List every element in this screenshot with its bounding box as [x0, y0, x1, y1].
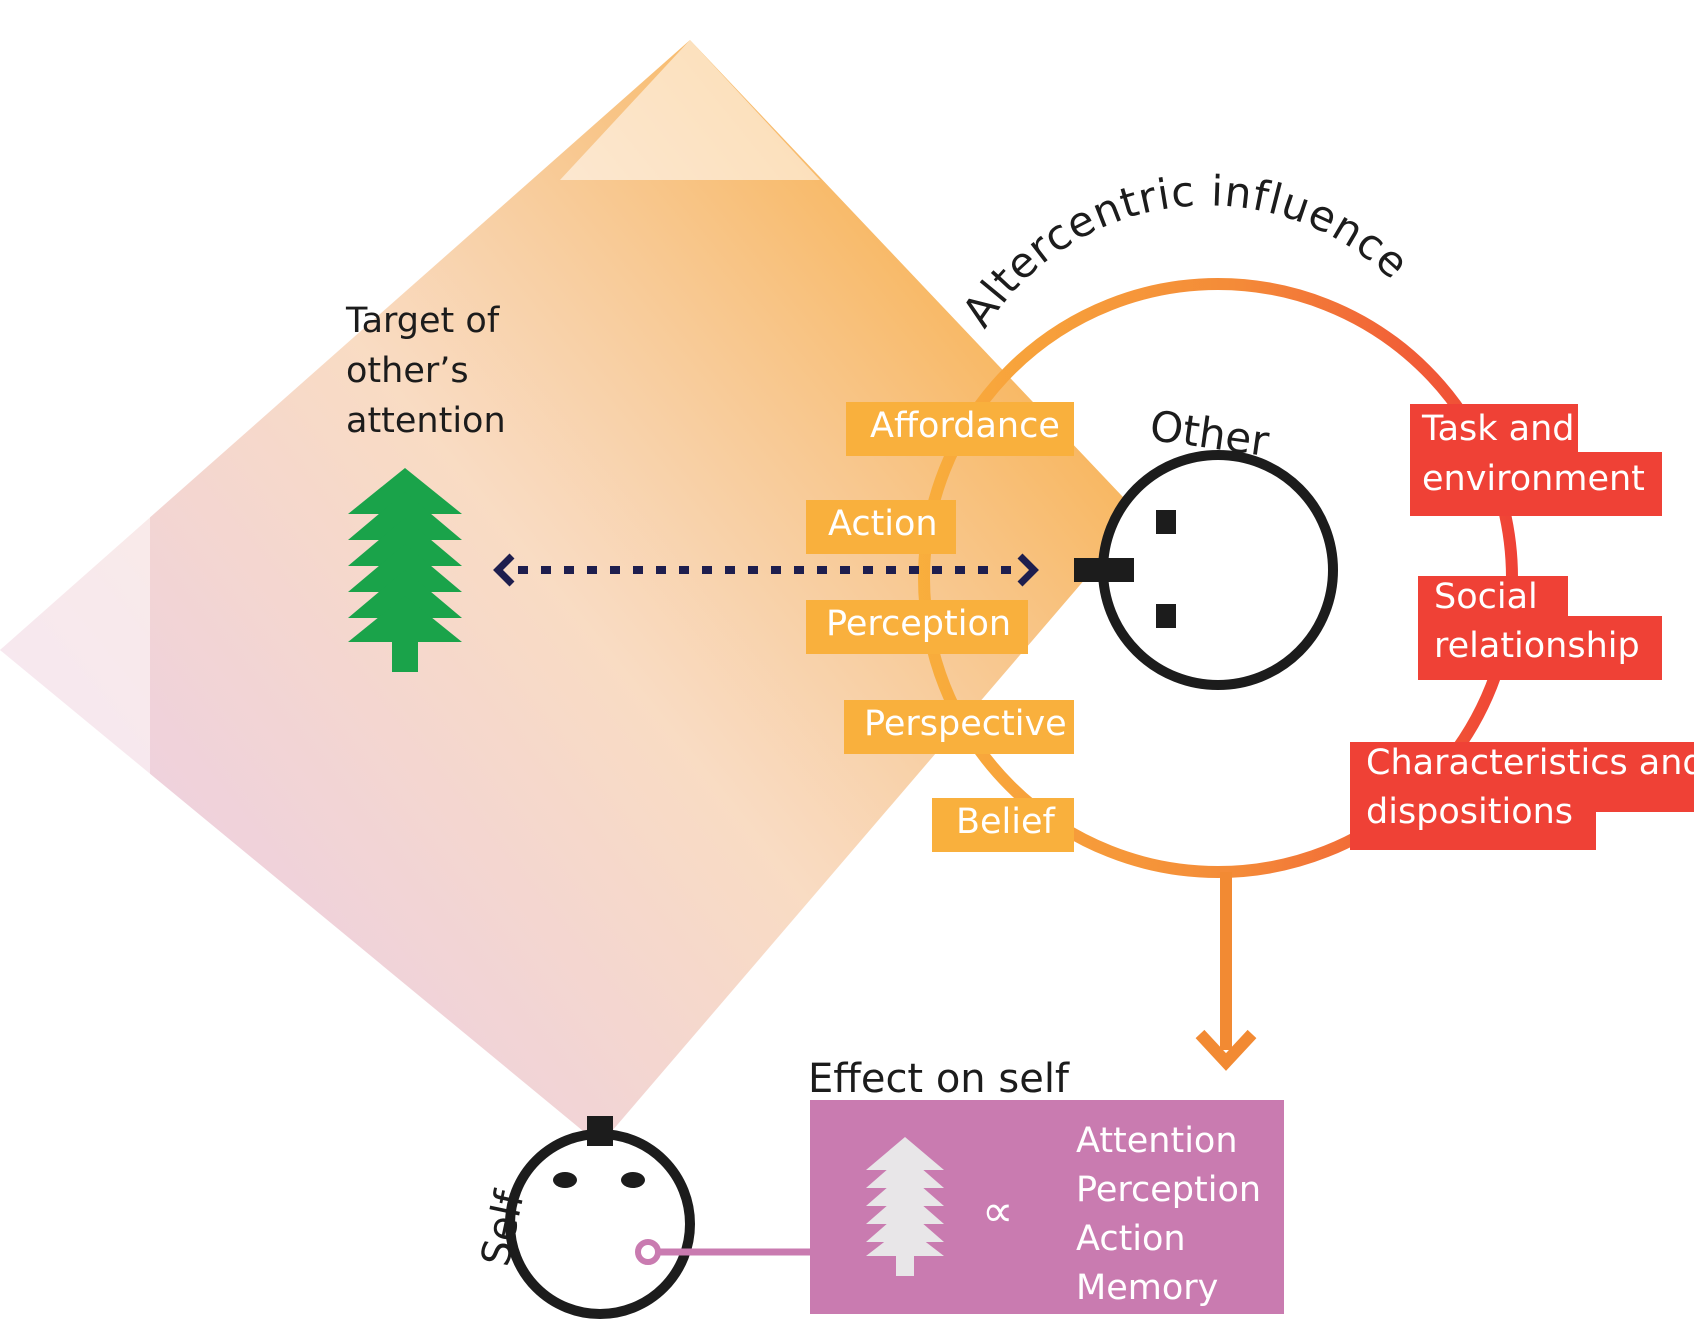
tag-social-line1: Social	[1434, 577, 1538, 617]
tag-task-environment: Task and environment	[1410, 404, 1662, 516]
tag-social-relationship: Social relationship	[1418, 576, 1662, 680]
beam-fade-left	[0, 500, 150, 800]
tag-characteristics-line1: Characteristics and	[1366, 743, 1705, 783]
pale-tree-icon	[866, 1137, 944, 1276]
self-connector-dot	[635, 1239, 661, 1265]
tag-task-line1: Task and	[1421, 409, 1575, 449]
other-head: Other	[1074, 401, 1338, 690]
effect-item-perception: Perception	[1076, 1170, 1261, 1210]
self-nose	[587, 1116, 613, 1146]
effect-item-action: Action	[1076, 1219, 1186, 1259]
other-nose	[1074, 558, 1134, 582]
effect-item-attention: Attention	[1076, 1121, 1238, 1161]
tag-characteristics: Characteristics and dispositions	[1350, 742, 1705, 850]
effect-item-memory: Memory	[1076, 1268, 1218, 1308]
other-eye-top	[1156, 510, 1176, 534]
tag-affordance-label: Affordance	[870, 406, 1060, 446]
tag-affordance: Affordance	[846, 402, 1074, 456]
tag-perspective-label: Perspective	[864, 704, 1067, 744]
tag-perception: Perception	[806, 600, 1028, 654]
proportional-icon: ∝	[982, 1186, 1013, 1237]
self-eye-right	[621, 1172, 645, 1188]
beam-fade-top	[560, 40, 820, 180]
target-label: Target of other’s attention	[345, 301, 506, 441]
tag-belief: Belief	[932, 798, 1074, 852]
tree-icon	[348, 468, 462, 672]
other-eye-bottom	[1156, 604, 1176, 628]
tag-task-line2: environment	[1422, 459, 1645, 499]
self-head-circle	[505, 1129, 695, 1319]
gaze-arrowhead-left	[493, 553, 515, 587]
effect-box: ∝ Attention Perception Action Memory	[810, 1100, 1284, 1314]
arrow-down-icon	[1195, 1029, 1257, 1071]
tag-belief-label: Belief	[956, 802, 1056, 842]
right-tags: Task and environment Social relationship…	[1350, 404, 1705, 850]
tag-characteristics-line2: dispositions	[1366, 792, 1573, 832]
tag-perspective: Perspective	[844, 700, 1074, 754]
target-line1: Target of	[345, 301, 500, 341]
tag-perception-label: Perception	[826, 604, 1011, 644]
tag-social-line2: relationship	[1434, 626, 1640, 666]
attention-beam	[0, 40, 1140, 1145]
effect-title: Effect on self	[808, 1056, 1070, 1102]
target-line2: other’s	[346, 351, 469, 391]
gaze-arrowhead-right	[1017, 553, 1039, 587]
tag-action: Action	[806, 500, 956, 554]
target-line3: attention	[346, 401, 506, 441]
self-eye-left	[553, 1172, 577, 1188]
other-head-circle	[1098, 450, 1338, 690]
left-tags: Affordance Action Perception Perspective…	[806, 402, 1074, 852]
tag-action-label: Action	[828, 504, 938, 544]
self-head: Self	[473, 1116, 812, 1319]
